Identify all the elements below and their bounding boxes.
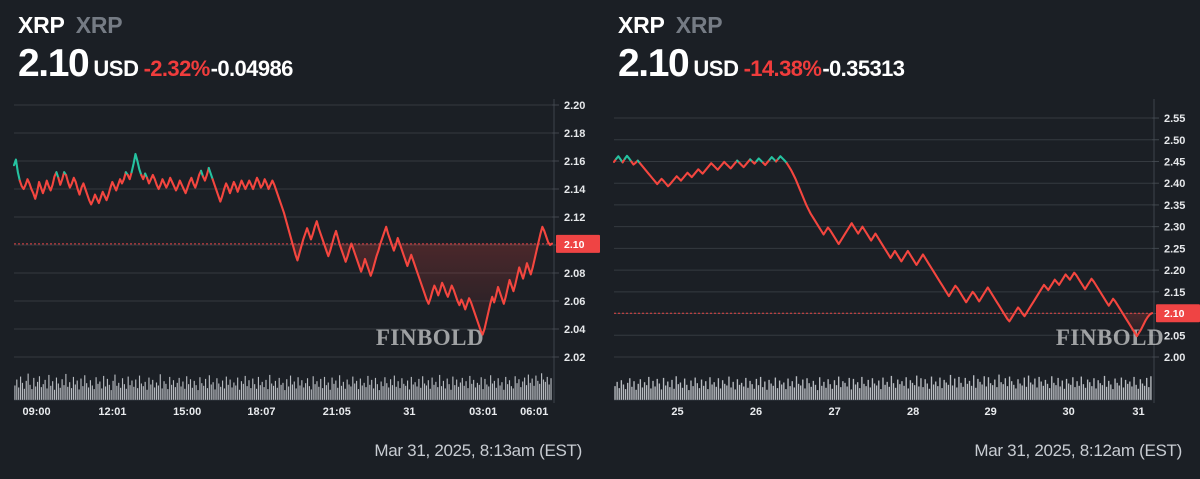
finbold-watermark: FINBOLD [1056, 325, 1164, 350]
price-line [12, 152, 554, 336]
current-price-badge: 2.10 [1156, 304, 1200, 323]
svg-text:2.10: 2.10 [564, 239, 585, 251]
y-axis-tick-label: 2.50 [1164, 135, 1185, 147]
ticker-name: XRP [75, 12, 123, 38]
x-axis: 25 26 27 28 29 30 31 [671, 406, 1144, 418]
quote-header: XRP XRP 2.10 USD -14.38% -0.35313 [618, 12, 1190, 83]
ticker-row: XRP XRP [618, 12, 1190, 42]
current-price-badge: 2.10 [556, 234, 600, 253]
chart-canvas: 2.20 2.18 2.16 2.14 2.12 2.10 2.08 2.06 2.04 2.02… [12, 99, 600, 418]
x-axis-tick-label: 28 [907, 406, 919, 418]
x-axis-tick-label: 31 [1132, 406, 1144, 418]
x-axis-tick-label: 06:01 [520, 406, 548, 418]
ticker-symbol: XRP [18, 12, 65, 38]
x-axis-tick-label: 03:01 [469, 406, 497, 418]
change-absolute: -0.35313 [822, 56, 905, 81]
price-currency: USD [93, 56, 139, 81]
y-axis-tick-label: 2.20 [564, 100, 585, 112]
ticker-name: XRP [675, 12, 723, 38]
x-axis-tick-label: 27 [828, 406, 840, 418]
y-axis-tick-label: 2.02 [564, 352, 585, 364]
ticker-symbol: XRP [618, 12, 665, 38]
finbold-watermark: FINBOLD [376, 325, 484, 350]
y-axis-tick-label: 2.18 [564, 128, 585, 140]
y-axis-tick-label: 2.40 [1164, 178, 1185, 190]
y-axis-tick-label: 2.20 [1164, 265, 1185, 277]
volume-bars [614, 374, 1152, 400]
svg-text:2.10: 2.10 [1164, 308, 1185, 320]
chart-timestamp: Mar 31, 2025, 8:13am (EST) [374, 441, 582, 460]
x-axis: 09:00 12:01 15:00 18:07 21:05 31 03:01 06:01 [23, 406, 549, 418]
y-axis-tick-label: 2.15 [1164, 287, 1185, 299]
y-axis-tick-label: 2.16 [564, 156, 585, 168]
change-percent: -2.32% [143, 56, 211, 81]
x-axis-tick-label: 29 [984, 406, 996, 418]
y-gridlines: 2.55 2.50 2.45 2.40 2.35 2.30 2.25 2.20 2.15 2.10… [614, 113, 1185, 364]
y-axis-tick-label: 2.05 [1164, 330, 1185, 342]
price-row: 2.10 USD -2.32% -0.04986 [18, 44, 590, 83]
y-axis-tick-label: 2.04 [564, 324, 586, 336]
volume-bars [14, 373, 552, 400]
price-value: 2.10 [618, 42, 690, 85]
y-axis-tick-label: 2.35 [1164, 200, 1185, 212]
price-chart[interactable]: 2.20 2.18 2.16 2.14 2.12 2.10 2.08 2.06 2.04 2.02… [0, 95, 600, 425]
price-row: 2.10 USD -14.38% -0.35313 [618, 44, 1190, 83]
y-axis-tick-label: 2.55 [1164, 113, 1185, 125]
y-axis-tick-label: 2.14 [564, 184, 586, 196]
price-currency: USD [693, 56, 739, 81]
ticker-row: XRP XRP [18, 12, 590, 42]
x-axis-tick-label: 09:00 [23, 406, 51, 418]
y-axis-tick-label: 2.06 [564, 296, 585, 308]
y-axis-tick-label: 2.00 [1164, 352, 1185, 364]
price-area-fill [14, 243, 552, 335]
y-axis-tick-label: 2.08 [564, 268, 585, 280]
y-axis-tick-label: 2.25 [1164, 243, 1185, 255]
x-axis-tick-label: 21:05 [323, 406, 351, 418]
panel-intraday: XRP XRP 2.10 USD -2.32% -0.04986 2.20 2.1… [0, 12, 600, 460]
y-axis-tick-label: 2.30 [1164, 222, 1185, 234]
chart-timestamp: Mar 31, 2025, 8:12am (EST) [974, 441, 1182, 460]
change-percent: -14.38% [743, 56, 822, 81]
y-gridlines: 2.20 2.18 2.16 2.14 2.12 2.10 2.08 2.06 2.04 2.02 [14, 100, 586, 364]
x-axis-tick-label: 12:01 [98, 406, 126, 418]
x-axis-tick-label: 31 [403, 406, 415, 418]
change-absolute: -0.04986 [210, 56, 294, 81]
x-axis-tick-label: 30 [1062, 406, 1074, 418]
x-axis-tick-label: 15:00 [173, 406, 201, 418]
price-chart[interactable]: 2.55 2.50 2.45 2.40 2.35 2.30 2.25 2.20 2.15 2.10… [600, 95, 1200, 425]
x-axis-tick-label: 26 [750, 406, 762, 418]
x-axis-tick-label: 18:07 [247, 406, 275, 418]
panel-weekly: XRP XRP 2.10 USD -14.38% -0.35313 2.55 2.… [600, 0, 1200, 479]
x-axis-tick-label: 25 [671, 406, 683, 418]
y-axis-tick-label: 2.12 [564, 212, 585, 224]
y-axis-tick-label: 2.45 [1164, 156, 1185, 168]
price-value: 2.10 [18, 42, 90, 85]
price-line [612, 154, 1154, 338]
chart-canvas: 2.55 2.50 2.45 2.40 2.35 2.30 2.25 2.20 2.15 2.10… [612, 99, 1200, 418]
quote-header: XRP XRP 2.10 USD -2.32% -0.04986 [18, 12, 590, 83]
